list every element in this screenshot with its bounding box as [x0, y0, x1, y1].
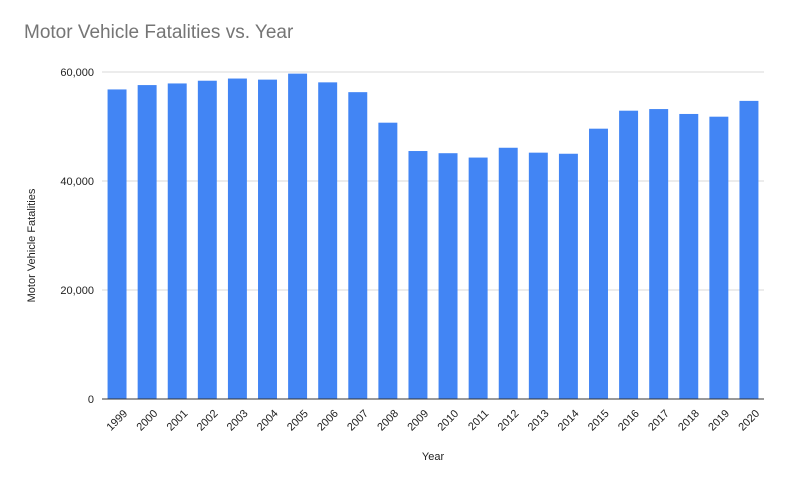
x-tick-label: 2000 — [135, 408, 161, 434]
bar-2000 — [137, 85, 157, 399]
chart-title: Motor Vehicle Fatalities vs. Year — [24, 22, 294, 43]
y-tick-label: 20,000 — [60, 285, 94, 297]
x-tick-label: 2003 — [225, 408, 251, 434]
y-tick-label: 0 — [88, 394, 94, 406]
bar-2004 — [258, 79, 277, 399]
x-tick-label: 2006 — [315, 408, 341, 434]
bar-2002 — [197, 80, 217, 399]
bar-2008 — [378, 122, 398, 399]
x-tick-label: 2011 — [466, 408, 491, 433]
bar-2006 — [318, 82, 338, 399]
x-tick-label: 2020 — [736, 408, 762, 434]
bar-2018 — [679, 113, 699, 399]
bar-2014 — [558, 153, 578, 399]
bar-2005 — [288, 73, 308, 399]
x-tick-label: 1999 — [104, 408, 130, 434]
x-tick-label: 2005 — [285, 408, 311, 434]
bar-2001 — [167, 83, 187, 399]
bar-2015 — [589, 128, 608, 399]
bar-1999 — [107, 89, 127, 399]
x-tick-label: 2009 — [405, 408, 431, 434]
x-tick-label: 2015 — [586, 408, 612, 434]
y-axis-label: Motor Vehicle Fatalities — [26, 188, 38, 302]
x-tick-label: 2017 — [646, 408, 672, 434]
bar-2019 — [709, 116, 729, 399]
x-tick-label: 2014 — [556, 408, 582, 434]
bar-2013 — [528, 152, 548, 399]
x-tick-label: 2004 — [255, 408, 281, 434]
bar-2011 — [468, 157, 488, 399]
bar-2012 — [498, 147, 518, 399]
x-tick-label: 2007 — [345, 408, 371, 434]
x-tick-label: 2008 — [375, 408, 401, 434]
y-axis-ticks: 0 20,000 40,000 60,000 — [60, 67, 94, 406]
bar-2003 — [227, 78, 247, 399]
bar-2010 — [438, 153, 458, 399]
bars — [107, 73, 759, 399]
bar-2007 — [348, 92, 368, 399]
x-tick-label: 2016 — [616, 408, 642, 434]
bar-2017 — [649, 109, 669, 399]
x-axis-ticks: 1999 2000 2001 2002 2003 2004 2005 2006 2007 2008… — [104, 408, 762, 434]
bar-2020 — [739, 100, 759, 399]
y-tick-label: 40,000 — [60, 176, 94, 188]
x-axis-label: Year — [422, 451, 445, 463]
x-tick-label: 2010 — [435, 408, 461, 434]
x-tick-label: 2018 — [676, 408, 702, 434]
x-tick-label: 2012 — [496, 408, 522, 434]
x-tick-label: 2002 — [195, 408, 221, 434]
bar-2016 — [619, 110, 639, 399]
bar-2009 — [408, 151, 428, 399]
x-tick-label: 2013 — [526, 408, 552, 434]
x-tick-label: 2019 — [706, 408, 732, 434]
x-tick-label: 2001 — [165, 408, 191, 434]
y-tick-label: 60,000 — [60, 67, 94, 79]
